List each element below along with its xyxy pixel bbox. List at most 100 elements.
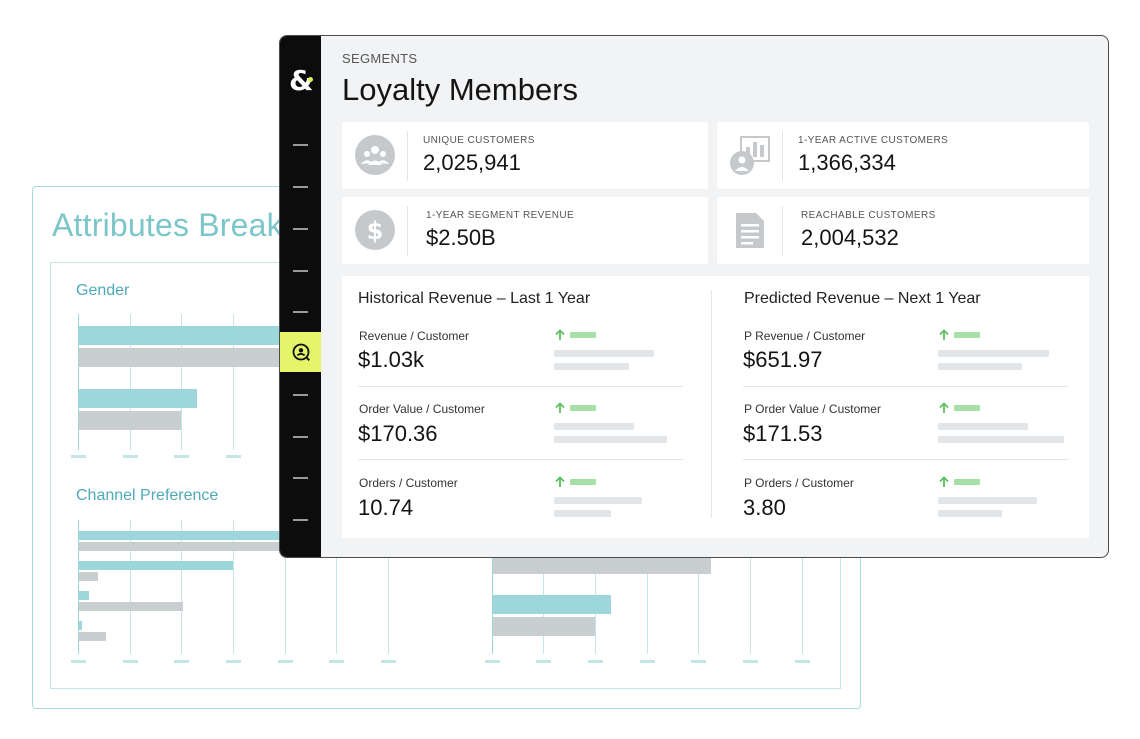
metric-value: $171.53 [743, 421, 823, 446]
nav-item[interactable] [293, 144, 308, 146]
stat-separator [782, 131, 783, 181]
trend-up-icon [555, 329, 565, 340]
trend-up-icon [555, 402, 565, 413]
trend-indicator [954, 405, 980, 411]
stat-label: 1-YEAR ACTIVE CUSTOMERS [798, 135, 949, 146]
metric-separator [743, 386, 1068, 387]
nav-item[interactable] [293, 477, 308, 479]
segment-window: & SEGMENTS Loyalty Members [279, 35, 1109, 558]
metric-separator [358, 459, 683, 460]
metric-value: $1.03k [358, 347, 425, 372]
nav-item[interactable] [293, 311, 308, 313]
axis-tick [278, 660, 293, 663]
metric-label: Orders / Customer [359, 476, 458, 490]
grid-line [388, 556, 389, 654]
placeholder-line [938, 350, 1049, 357]
channel-bar [79, 621, 82, 630]
nav-item[interactable] [293, 270, 308, 272]
trend-indicator [570, 332, 596, 338]
gender-bar [79, 326, 280, 345]
metric-label: Revenue / Customer [359, 329, 470, 343]
metric-separator [743, 459, 1068, 460]
stat-separator [782, 206, 783, 256]
customers-group-icon [355, 135, 395, 175]
nav-item[interactable] [293, 519, 308, 521]
placeholder-line [938, 363, 1022, 370]
stat-card-segment-revenue: $ 1-YEAR SEGMENT REVENUE $2.50B [342, 197, 708, 264]
channel-bar [79, 572, 98, 581]
gender-bar [79, 348, 280, 367]
metric-label: P Revenue / Customer [744, 329, 866, 343]
placeholder-line [938, 510, 1002, 517]
dollar-icon: $ [355, 210, 395, 250]
axis-tick [329, 660, 344, 663]
secondary-bar [493, 595, 611, 614]
placeholder-line [938, 423, 1028, 430]
secondary-chart-axis [492, 556, 493, 654]
historical-revenue-title: Historical Revenue – Last 1 Year [358, 290, 591, 307]
channel-bar [79, 531, 280, 540]
trend-indicator [954, 479, 980, 485]
active-customers-chart-icon [730, 136, 770, 175]
gender-chart-axis [78, 314, 79, 450]
nav-item-segments-active[interactable] [280, 332, 321, 372]
metric-value: $170.36 [358, 421, 438, 446]
axis-tick [71, 660, 86, 663]
document-icon [736, 213, 764, 248]
placeholder-line [554, 436, 667, 443]
predicted-revenue-title: Predicted Revenue – Next 1 Year [744, 290, 981, 307]
grid-line [647, 556, 648, 654]
axis-tick [795, 660, 810, 663]
metric-value: 3.80 [743, 495, 786, 520]
axis-tick [381, 660, 396, 663]
axis-tick [123, 455, 138, 458]
grid-line [698, 556, 699, 654]
axis-tick [123, 660, 138, 663]
axis-tick [226, 455, 241, 458]
stat-label: REACHABLE CUSTOMERS [801, 210, 936, 221]
placeholder-line [554, 510, 611, 517]
axis-tick [174, 455, 189, 458]
page-title: Loyalty Members [342, 72, 579, 107]
axis-tick [226, 660, 241, 663]
trend-up-icon [939, 402, 949, 413]
nav-item[interactable] [293, 394, 308, 396]
grid-line [233, 520, 234, 654]
placeholder-line [938, 497, 1037, 504]
axis-tick [640, 660, 655, 663]
axis-tick [174, 660, 189, 663]
grid-line [802, 556, 803, 654]
secondary-bar [493, 617, 595, 636]
channel-preference-chart-label: Channel Preference [76, 487, 219, 504]
breadcrumb-segments[interactable]: SEGMENTS [342, 51, 418, 66]
grid-line [130, 314, 131, 450]
nav-item[interactable] [293, 228, 308, 230]
axis-tick [743, 660, 758, 663]
stat-label: 1-YEAR SEGMENT REVENUE [426, 210, 575, 221]
revenue-divider [711, 290, 712, 518]
axis-tick [691, 660, 706, 663]
axis-tick [485, 660, 500, 663]
grid-line [181, 520, 182, 654]
nav-item[interactable] [293, 436, 308, 438]
gender-bar [79, 389, 197, 408]
nav-item[interactable] [293, 186, 308, 188]
stat-card-reachable-customers: REACHABLE CUSTOMERS 2,004,532 [717, 197, 1089, 264]
axis-tick [71, 455, 86, 458]
segment-user-icon [292, 343, 311, 362]
grid-line [285, 556, 286, 654]
stat-card-unique-customers: UNIQUE CUSTOMERS 2,025,941 [342, 122, 708, 189]
placeholder-line [554, 363, 629, 370]
gender-bar [79, 411, 181, 430]
trend-indicator [570, 479, 596, 485]
channel-bar [79, 591, 89, 600]
grid-line [750, 556, 751, 654]
gender-chart-label: Gender [76, 282, 130, 299]
grid-line [181, 314, 182, 450]
metric-label: P Order Value / Customer [744, 402, 881, 416]
secondary-bar [493, 556, 711, 574]
metric-label: Order Value / Customer [359, 402, 485, 416]
channel-bar [79, 632, 106, 641]
stat-value: 2,025,941 [423, 150, 521, 175]
metric-value: $651.97 [743, 347, 823, 372]
